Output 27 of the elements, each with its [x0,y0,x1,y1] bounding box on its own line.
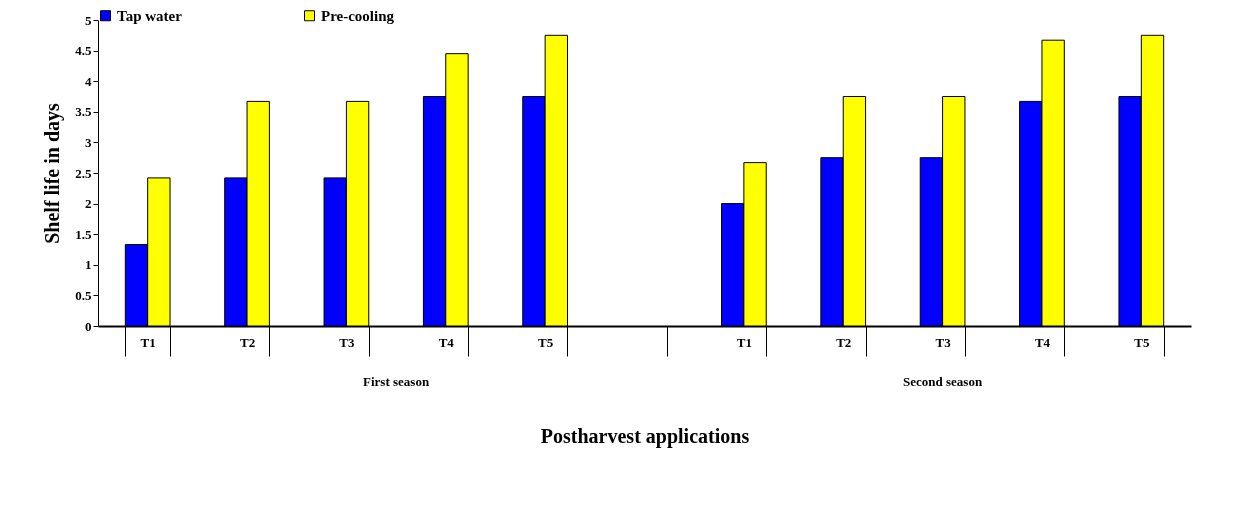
y-axis-title: Shelf life in days [41,103,65,244]
text: First season [363,374,430,389]
x-tick-label: T3 [339,334,355,350]
y-tick-label: 3.5 [75,104,92,120]
x-tick-label: T5 [1134,334,1150,350]
x-tick-label: T3 [935,334,952,350]
legend-label: Tap water [117,7,183,24]
y-tick-label: 1.5 [75,226,92,242]
y-tick-label: 2.5 [75,165,92,181]
x-tick-label: T4 [1034,334,1051,350]
y-tick-label: 5 [85,12,92,28]
x-tick-label: T2 [836,334,852,350]
x-tick-label: T1 [736,334,752,350]
x-tick-label: T4 [438,334,455,350]
y-tick-label: 1 [85,257,92,273]
y-tick-label: 2 [85,196,92,212]
y-tick-label: 4 [85,73,92,89]
x-tick-label: T5 [538,334,554,350]
y-tick-label: 0 [85,318,92,334]
x-tick-label: T1 [140,334,156,350]
y-tick-label: 4.5 [75,43,92,59]
y-tick-label: 3 [85,134,92,150]
legend-label: Pre-cooling [321,7,395,24]
x-tick-label: T2 [239,334,256,350]
x-axis-title: Postharvest applications [540,425,750,448]
y-tick-label: 0.5 [75,287,92,303]
text: Second season [903,374,983,389]
